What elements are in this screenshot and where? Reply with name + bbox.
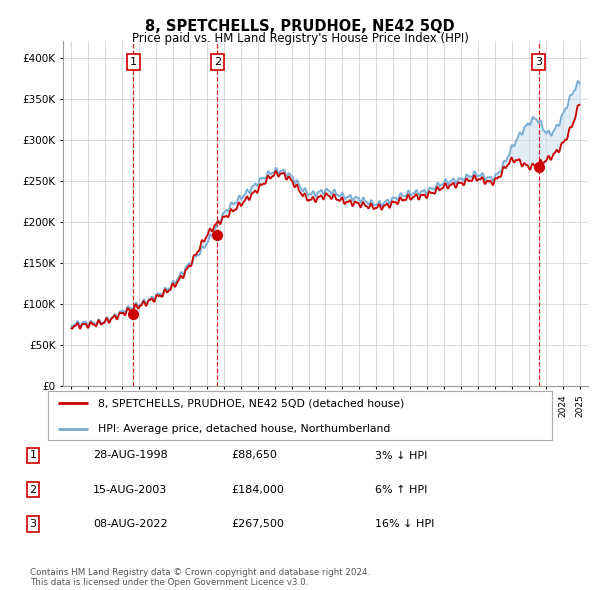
Text: 3: 3 [535,57,542,67]
Text: 1: 1 [29,451,37,460]
Text: 28-AUG-1998: 28-AUG-1998 [93,451,168,460]
Text: 2: 2 [214,57,221,67]
Text: 08-AUG-2022: 08-AUG-2022 [93,519,167,529]
Text: £267,500: £267,500 [231,519,284,529]
Text: £184,000: £184,000 [231,485,284,494]
Text: 2: 2 [29,485,37,494]
Text: 6% ↑ HPI: 6% ↑ HPI [375,485,427,494]
Text: 8, SPETCHELLS, PRUDHOE, NE42 5QD: 8, SPETCHELLS, PRUDHOE, NE42 5QD [145,19,455,34]
Text: £88,650: £88,650 [231,451,277,460]
Text: 3% ↓ HPI: 3% ↓ HPI [375,451,427,460]
Text: HPI: Average price, detached house, Northumberland: HPI: Average price, detached house, Nort… [98,424,391,434]
Text: 3: 3 [29,519,37,529]
Text: Contains HM Land Registry data © Crown copyright and database right 2024.
This d: Contains HM Land Registry data © Crown c… [30,568,370,587]
Text: Price paid vs. HM Land Registry's House Price Index (HPI): Price paid vs. HM Land Registry's House … [131,32,469,45]
Text: 8, SPETCHELLS, PRUDHOE, NE42 5QD (detached house): 8, SPETCHELLS, PRUDHOE, NE42 5QD (detach… [98,398,405,408]
Text: 15-AUG-2003: 15-AUG-2003 [93,485,167,494]
Text: 16% ↓ HPI: 16% ↓ HPI [375,519,434,529]
Text: 1: 1 [130,57,137,67]
